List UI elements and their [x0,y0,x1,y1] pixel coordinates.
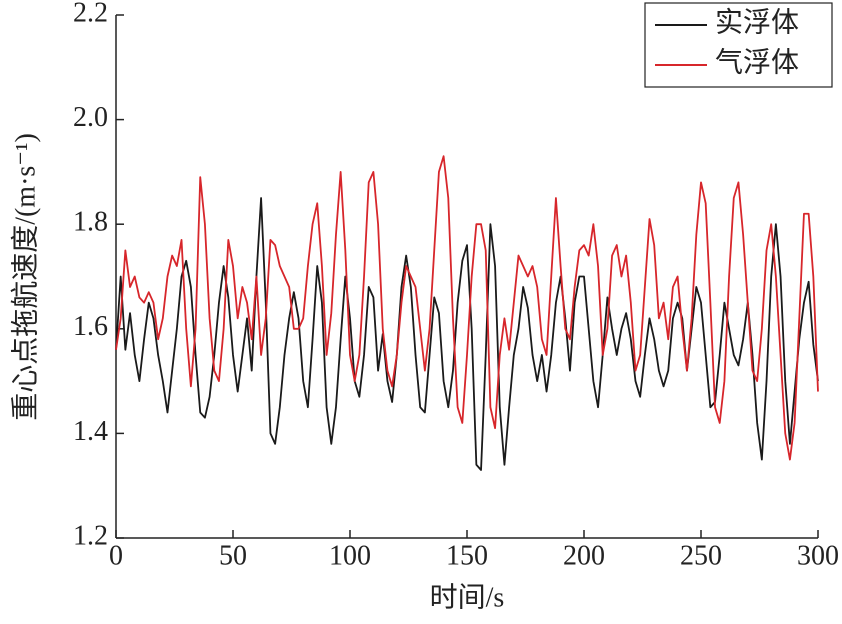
y-tick-label: 2.0 [73,102,108,133]
x-axis-label: 时间/s [430,581,505,613]
y-tick-label: 2.2 [73,0,108,28]
x-tick-label: 200 [563,540,605,571]
legend-label: 气浮体 [715,46,799,78]
x-tick-label: 100 [329,540,371,571]
y-tick-label: 1.6 [73,311,108,342]
y-tick-label: 1.8 [73,207,108,238]
x-tick-label: 0 [109,540,123,571]
x-tick-label: 300 [797,540,839,571]
x-tick-label: 250 [680,540,722,571]
series-line [115,155,819,461]
y-tick-label: 1.4 [73,416,108,447]
series-line [115,197,819,471]
x-tick-label: 150 [446,540,488,571]
x-tick-label: 50 [219,540,247,571]
y-tick-label: 1.2 [73,520,108,551]
y-axis-label: 重心点拖航速度/(m·s⁻¹) [9,133,41,421]
legend-label: 实浮体 [715,6,799,38]
legend-box [644,2,833,88]
